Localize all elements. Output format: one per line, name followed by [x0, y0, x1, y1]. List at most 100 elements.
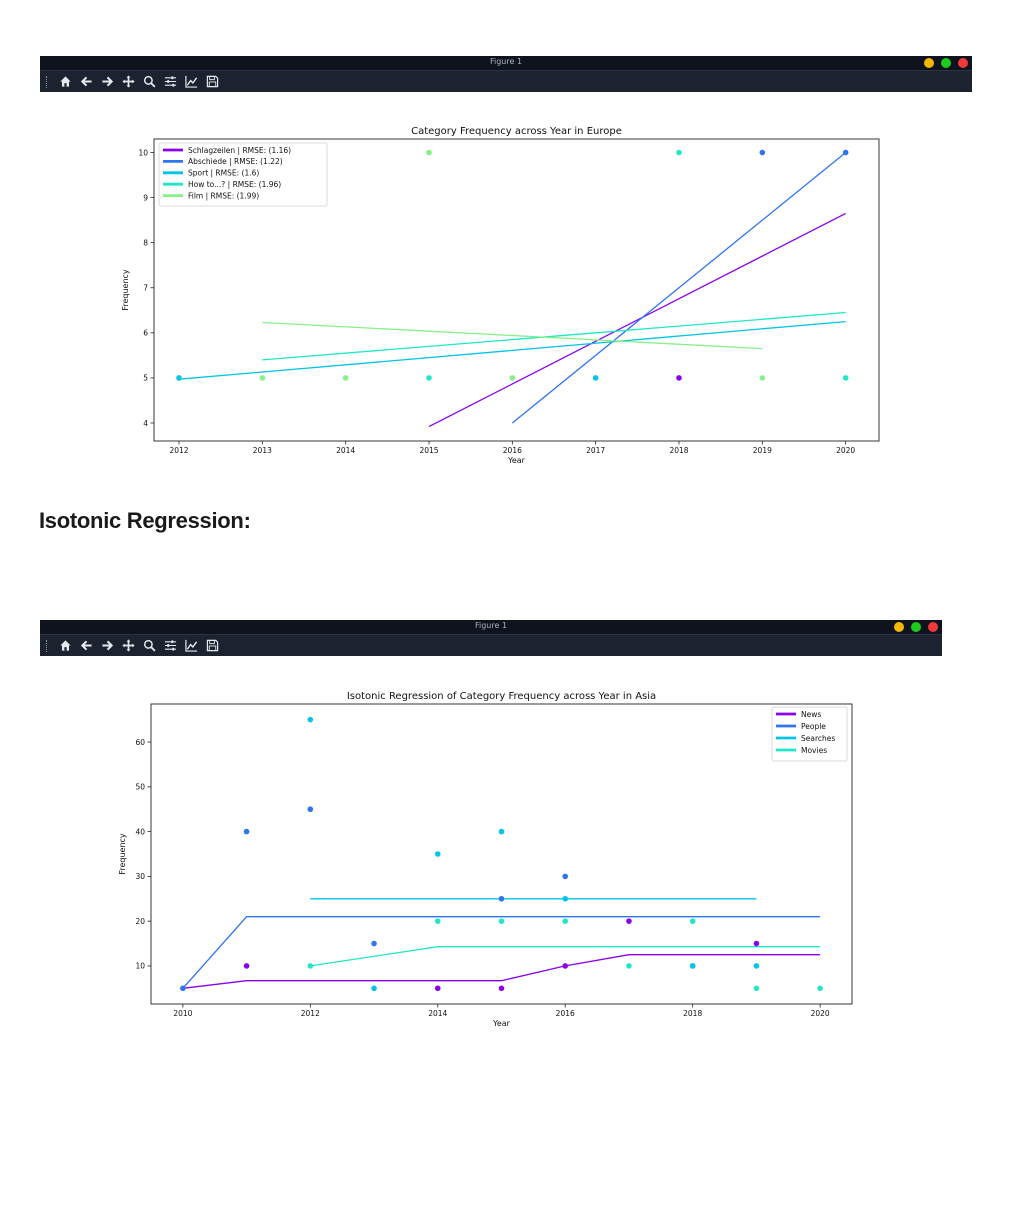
data-point — [434, 985, 441, 992]
x-tick-label: 2016 — [503, 446, 522, 455]
x-tick-label: 2015 — [419, 446, 438, 455]
data-point — [842, 375, 849, 381]
data-point — [434, 851, 441, 857]
edit-axis-icon[interactable] — [183, 74, 199, 90]
window-titlebar[interactable]: Figure 1 — [40, 56, 972, 71]
minimize-button[interactable] — [894, 622, 904, 632]
data-point — [689, 918, 696, 924]
zoom-icon[interactable] — [141, 638, 157, 654]
y-tick-label: 4 — [143, 419, 148, 428]
chart-title: Category Frequency across Year in Europe — [411, 126, 622, 137]
minimize-button[interactable] — [924, 58, 934, 68]
y-tick-label: 8 — [143, 238, 148, 247]
data-point — [562, 895, 569, 902]
y-axis-label: Frequency — [118, 833, 127, 875]
fit-line — [428, 212, 846, 428]
data-point — [817, 985, 823, 992]
window-title: Figure 1 — [474, 621, 508, 630]
section-heading: Isotonic Regression: — [39, 508, 251, 533]
data-point — [592, 375, 599, 381]
data-point — [498, 985, 505, 992]
figure-window-2: Figure 1 — [40, 620, 942, 656]
zoom-icon[interactable] — [141, 74, 157, 90]
legend-label: Movies — [801, 746, 827, 755]
data-point — [259, 375, 266, 381]
x-tick-label: 2010 — [173, 1009, 192, 1018]
legend-label: Searches — [801, 734, 835, 743]
data-point — [562, 918, 569, 924]
forward-arrow-icon[interactable] — [99, 74, 115, 90]
legend-box — [158, 142, 328, 207]
pan-icon[interactable] — [120, 74, 136, 90]
close-button[interactable] — [958, 58, 968, 68]
x-tick-label: 2014 — [428, 1009, 447, 1018]
fit-line — [182, 954, 821, 989]
home-icon[interactable] — [57, 638, 73, 654]
x-tick-label: 2016 — [556, 1009, 575, 1018]
data-point — [371, 940, 377, 947]
x-tick-label: 2018 — [683, 1009, 702, 1018]
asia-isotonic-chart: Isotonic Regression of Category Frequenc… — [118, 691, 853, 1028]
plot-frame — [150, 703, 853, 1005]
y-tick-label: 10 — [138, 148, 148, 157]
configure-subplots-icon[interactable] — [162, 74, 178, 90]
data-point — [676, 149, 682, 156]
forward-arrow-icon[interactable] — [99, 638, 115, 654]
data-point — [842, 149, 849, 156]
data-point — [759, 375, 766, 381]
window-titlebar[interactable]: Figure 1 — [40, 620, 942, 635]
legend-label: Sport | RMSE: (1.6) — [188, 169, 259, 178]
data-point — [176, 375, 182, 381]
pan-icon[interactable] — [120, 638, 136, 654]
maximize-button[interactable] — [941, 58, 951, 68]
x-tick-label: 2014 — [336, 446, 355, 455]
x-tick-label: 2012 — [169, 446, 188, 455]
y-tick-label: 30 — [135, 872, 145, 881]
close-button[interactable] — [928, 622, 938, 632]
chart-title: Isotonic Regression of Category Frequenc… — [347, 691, 656, 702]
edit-axis-icon[interactable] — [183, 638, 199, 654]
data-point — [759, 149, 766, 156]
data-point — [753, 940, 760, 947]
data-point — [689, 963, 696, 969]
data-point — [498, 828, 505, 835]
data-point — [562, 963, 569, 969]
y-tick-label: 7 — [143, 284, 148, 293]
y-tick-label: 6 — [143, 329, 148, 338]
data-point — [307, 716, 314, 723]
x-tick-label: 2018 — [669, 446, 688, 455]
window-title: Figure 1 — [489, 57, 523, 66]
x-tick-label: 2012 — [301, 1009, 320, 1018]
legend-box — [771, 706, 848, 762]
x-axis-label: Year — [507, 456, 526, 465]
save-icon[interactable] — [204, 74, 220, 90]
toolbar-grip[interactable] — [46, 639, 49, 652]
plot-frame — [153, 138, 880, 442]
data-point — [562, 873, 569, 880]
data-point — [676, 375, 682, 381]
y-tick-label: 50 — [135, 783, 145, 792]
save-icon[interactable] — [204, 638, 220, 654]
fit-line — [262, 311, 846, 361]
data-point — [180, 985, 186, 992]
legend-label: People — [801, 722, 826, 731]
navigation-toolbar — [40, 71, 972, 92]
x-axis-label: Year — [492, 1019, 511, 1028]
legend-label: News — [801, 710, 821, 719]
fit-line — [262, 321, 763, 350]
x-tick-label: 2013 — [253, 446, 272, 455]
data-point — [243, 828, 250, 835]
back-arrow-icon[interactable] — [78, 74, 94, 90]
y-tick-label: 10 — [135, 962, 145, 971]
y-tick-label: 5 — [143, 374, 148, 383]
data-point — [307, 806, 314, 813]
configure-subplots-icon[interactable] — [162, 638, 178, 654]
y-tick-label: 40 — [135, 827, 145, 836]
x-tick-label: 2019 — [753, 446, 772, 455]
home-icon[interactable] — [57, 74, 73, 90]
back-arrow-icon[interactable] — [78, 638, 94, 654]
legend-label: How to...? | RMSE: (1.96) — [188, 180, 281, 189]
maximize-button[interactable] — [911, 622, 921, 632]
toolbar-grip[interactable] — [46, 75, 49, 88]
data-point — [371, 985, 377, 992]
